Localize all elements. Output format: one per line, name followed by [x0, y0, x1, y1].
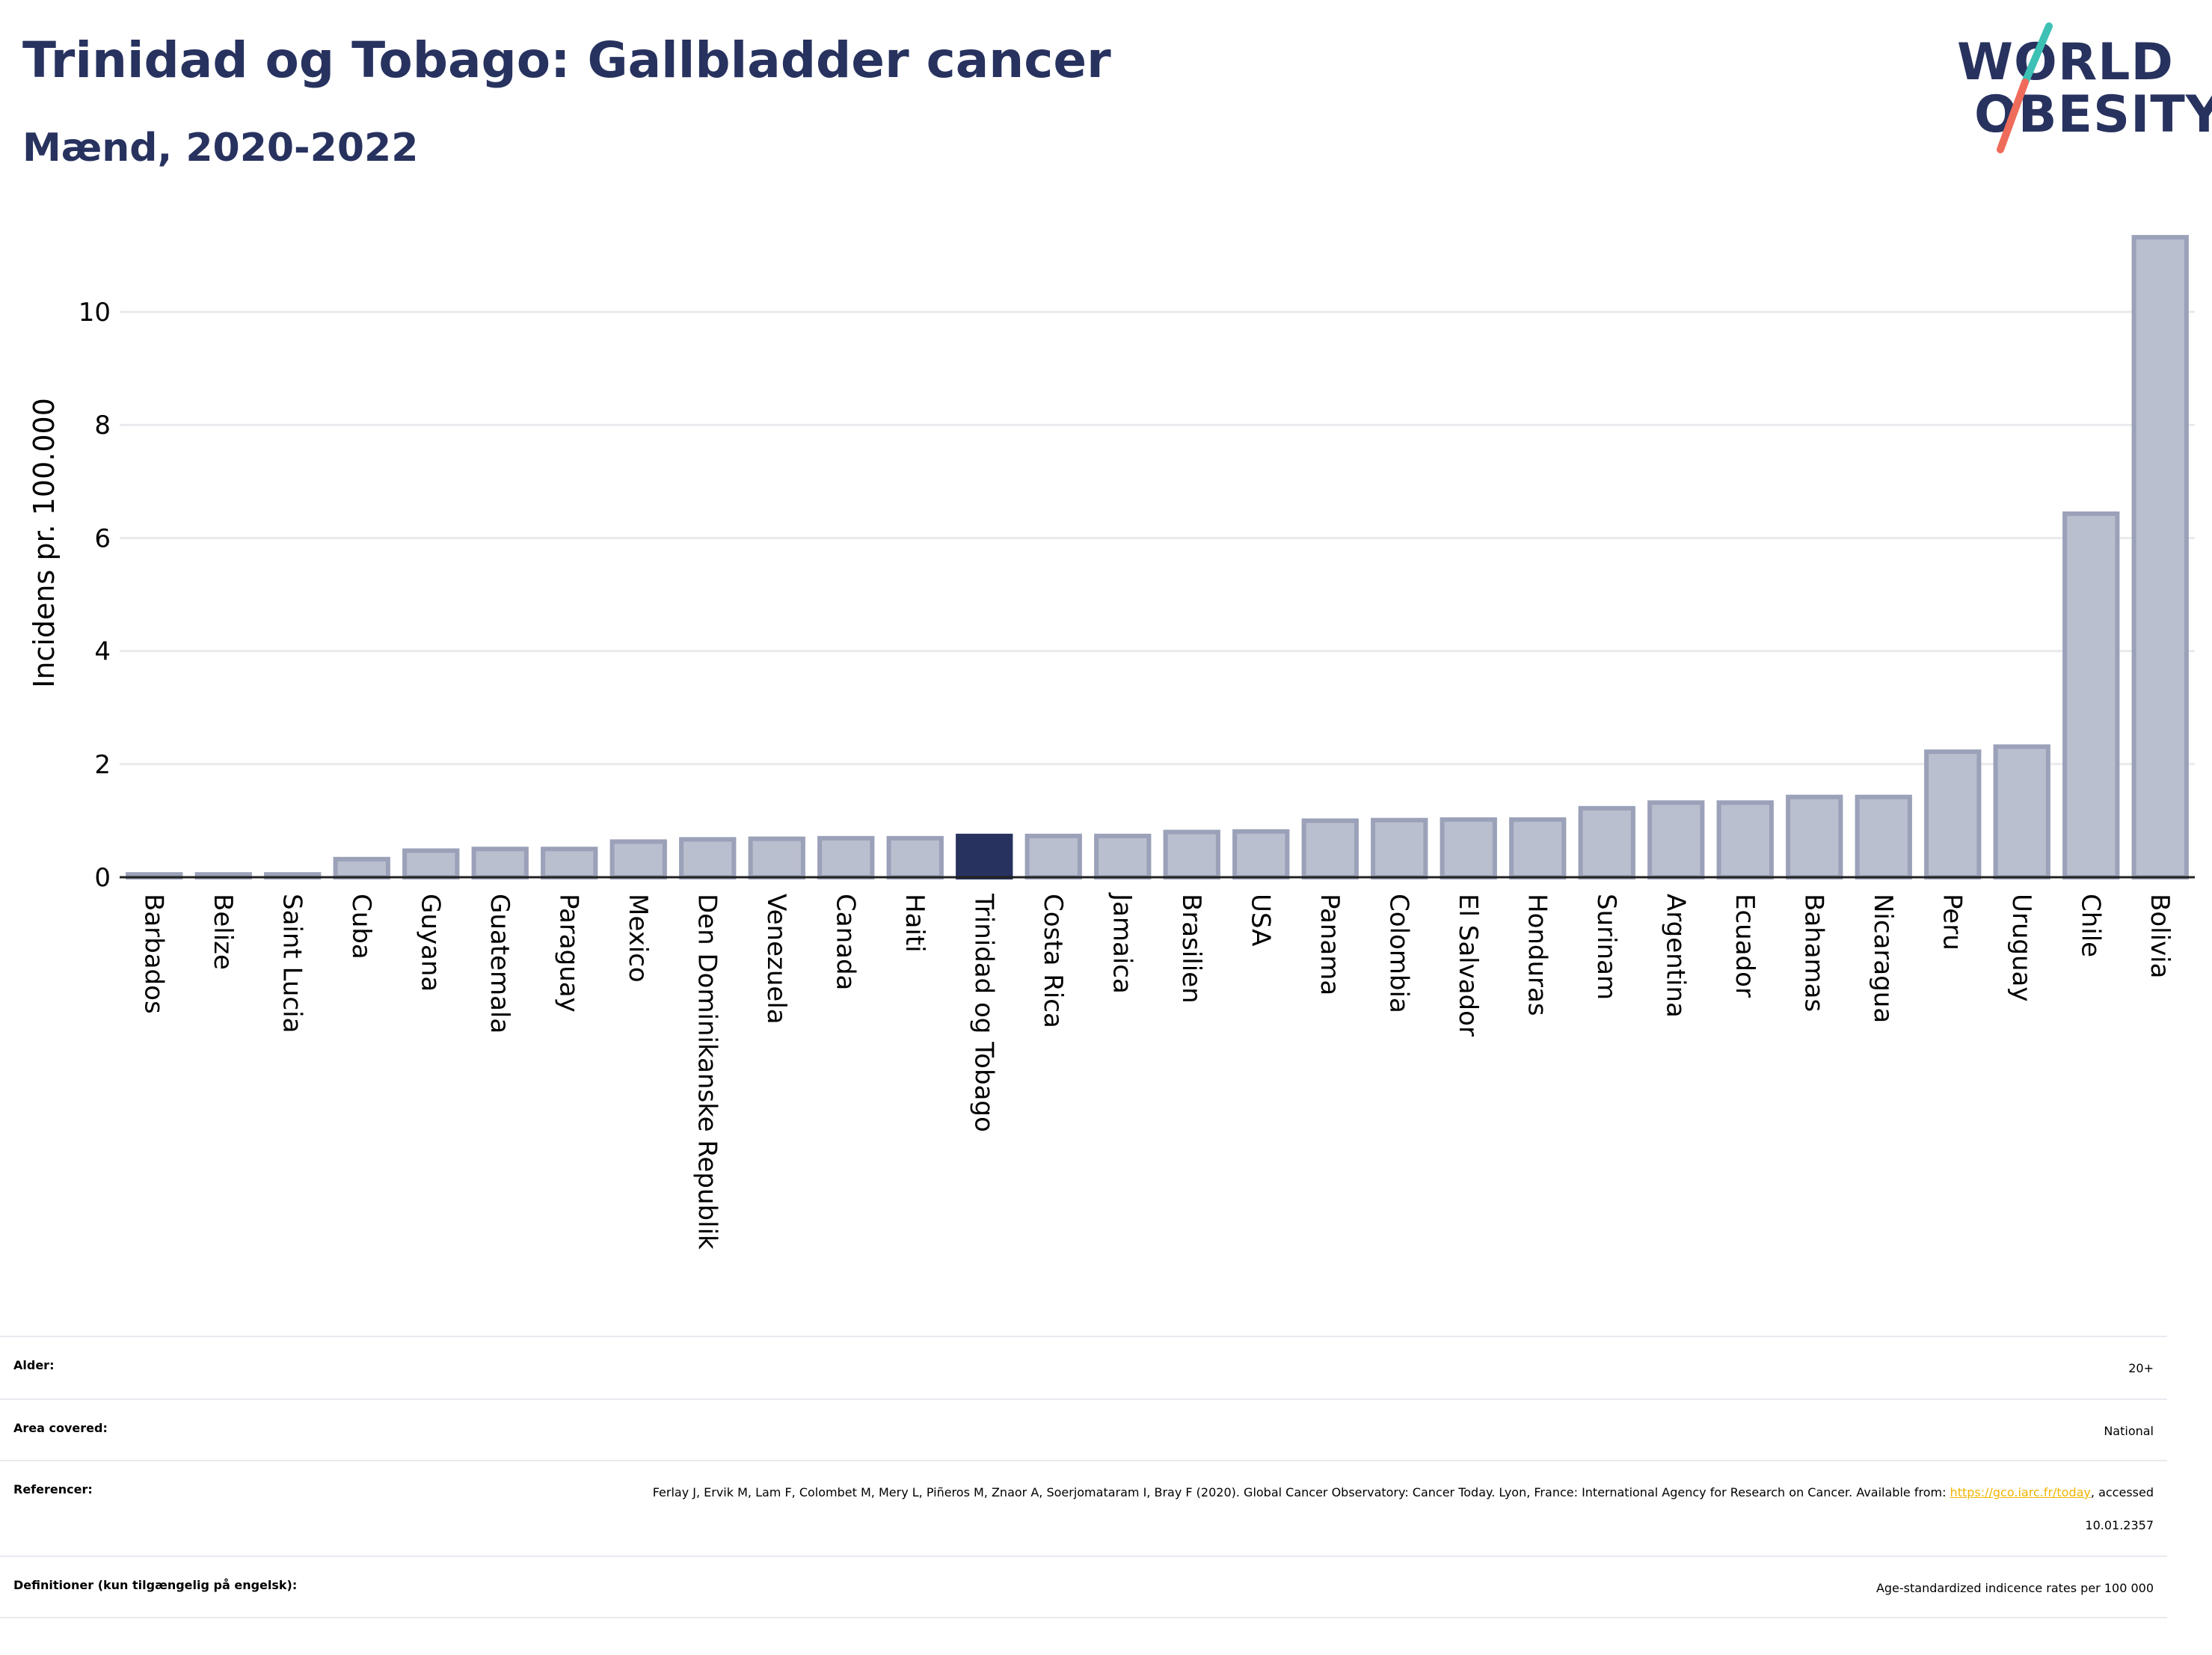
y-tick-label: 4 [94, 637, 111, 667]
meta-label-references: Referencer: [13, 1482, 93, 1496]
y-tick-label: 10 [79, 298, 111, 328]
bar-bolivia [2131, 235, 2189, 879]
x-tick-label: USA [1245, 894, 1275, 946]
chart-title: Trinidad og Tobago: Gallbladder cancer [22, 31, 1111, 89]
meta-value-references: Ferlay J, Ervik M, Lam F, Colombet M, Me… [598, 1476, 2154, 1542]
x-tick-label: Chile [2075, 894, 2105, 957]
x-tick-label: Guyana [415, 894, 445, 992]
chart-subtitle: Mænd, 2020-2022 [22, 126, 419, 171]
meta-label-area: Area covered: [13, 1421, 108, 1435]
x-tick-label: Panama [1315, 894, 1345, 995]
x-tick-label: Ecuador [1730, 894, 1760, 998]
x-tick-label: Mexico [623, 894, 653, 983]
bar-brasilien [1163, 829, 1220, 880]
gridlines [120, 310, 2195, 766]
x-tick-label: Trinidad og Tobago [968, 893, 998, 1132]
bar-colombia [1371, 817, 1428, 879]
bar-den-dominikanske-republik [679, 837, 737, 880]
bar-el-salvador [1440, 817, 1497, 879]
x-tick-label: Colombia [1383, 894, 1413, 1013]
bar-ecuador [1716, 800, 1774, 880]
meta-row-area: Area covered: National [0, 1398, 2167, 1438]
logo-text-line1: WORLD [1957, 33, 2174, 92]
bar-chart: 0 2 4 6 8 10 Barbados Belize Saint Lucia Cuba Guy… [28, 235, 2195, 1250]
x-tick-label: Nicaragua [1868, 894, 1898, 1023]
x-tick-label: Barbados [138, 894, 168, 1014]
x-tick-label: Uruguay [2006, 894, 2036, 1002]
bar-canada [817, 835, 875, 879]
bar-chile [2062, 511, 2120, 879]
x-tick-label: Surinam [1591, 894, 1621, 1000]
y-axis-label: Incidens pr. 100.000 [28, 398, 61, 688]
meta-label-definitions: Definitioner (kun tilgængelig på engelsk… [13, 1578, 298, 1592]
x-tick-label: Den Dominikanske Republik [692, 894, 722, 1250]
meta-row-references: Referencer: Ferlay J, Ervik M, Lam F, Co… [0, 1460, 2167, 1532]
bar-haiti [886, 835, 944, 879]
y-tick-label: 2 [94, 750, 111, 780]
x-tick-label: Jamaica [1107, 892, 1137, 994]
x-tick-label: Cuba [346, 894, 376, 959]
bar-cuba [333, 856, 390, 879]
bar-peru [1924, 749, 1982, 880]
meta-row-age: Alder: 20+ [0, 1336, 2167, 1375]
bar-bahamas [1786, 794, 1843, 880]
meta-value-area: National [2104, 1424, 2154, 1438]
x-tick-label: Bolivia [2145, 894, 2175, 978]
x-tick-label: Peru [1937, 894, 1967, 951]
x-tick-label: Canada [830, 894, 860, 990]
meta-value-age: 20+ [2128, 1361, 2154, 1375]
bar-costa-rica [1024, 833, 1082, 880]
y-axis: 0 2 4 6 8 10 [79, 298, 111, 893]
y-tick-label: 8 [94, 411, 111, 440]
bar-paraguay [541, 847, 598, 880]
bar-guyana [402, 848, 460, 880]
y-tick-label: 6 [94, 523, 111, 553]
x-tick-label: Haiti [900, 894, 930, 953]
reference-text: Ferlay J, Ervik M, Lam F, Colombet M, Me… [652, 1485, 1950, 1499]
reference-accessed: , accessed 10.01.2357 [2085, 1485, 2154, 1532]
bar-mexico [609, 839, 667, 880]
meta-value-definitions: Age-standardized indicence rates per 100… [1875, 1581, 2154, 1595]
bar-trinidad-og-tobago [956, 833, 1013, 880]
x-tick-label: Belize [208, 894, 238, 970]
x-tick-label: Bahamas [1798, 894, 1828, 1012]
logo-slash-icon [1997, 22, 2053, 153]
x-tick-label: Venezuela [761, 894, 791, 1025]
y-tick-label: 0 [94, 863, 111, 893]
reference-link[interactable]: https://gco.iarc.fr/today [1950, 1485, 2091, 1499]
bar-nicaragua [1855, 794, 1912, 880]
bar-venezuela [748, 836, 805, 879]
bar-jamaica [1094, 833, 1152, 880]
bar-uruguay [1993, 744, 2050, 880]
x-axis: Barbados Belize Saint Lucia Cuba Guyana Guate… [120, 876, 2195, 1250]
x-tick-label: Paraguay [553, 894, 583, 1013]
x-tick-label: El Salvador [1453, 894, 1483, 1037]
x-tick-label: Honduras [1522, 894, 1552, 1016]
bar-panama [1301, 818, 1359, 880]
x-tick-label: Guatemala [485, 894, 514, 1034]
bar-honduras [1509, 817, 1567, 879]
x-tick-label: Saint Lucia [277, 894, 307, 1033]
bars [126, 235, 2189, 880]
world-obesity-logo: WORLD OBESITY [1944, 22, 2212, 157]
bar-usa [1232, 829, 1290, 879]
bar-guatemala [471, 847, 529, 880]
x-tick-label: Brasilien [1176, 894, 1206, 1004]
x-tick-label: Costa Rica [1038, 894, 1068, 1028]
meta-row-definitions: Definitioner (kun tilgængelig på engelsk… [0, 1556, 2167, 1618]
x-tick-label: Argentina [1660, 894, 1690, 1018]
bar-argentina [1647, 800, 1705, 880]
meta-label-age: Alder: [13, 1358, 55, 1372]
bar-surinam [1578, 805, 1635, 880]
